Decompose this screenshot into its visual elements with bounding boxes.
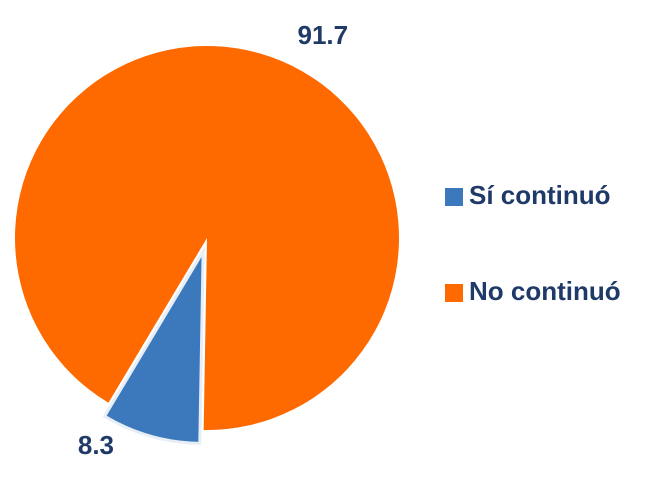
legend-label: Sí continuó: [469, 180, 611, 210]
legend-swatch: [445, 284, 463, 302]
legend-label: No continuó: [469, 276, 621, 306]
legend-swatch: [445, 188, 463, 206]
pie-slice: [102, 245, 205, 445]
data-label: 8.3: [78, 430, 114, 460]
pie-slice: [15, 45, 399, 430]
data-label: 91.7: [297, 20, 348, 50]
